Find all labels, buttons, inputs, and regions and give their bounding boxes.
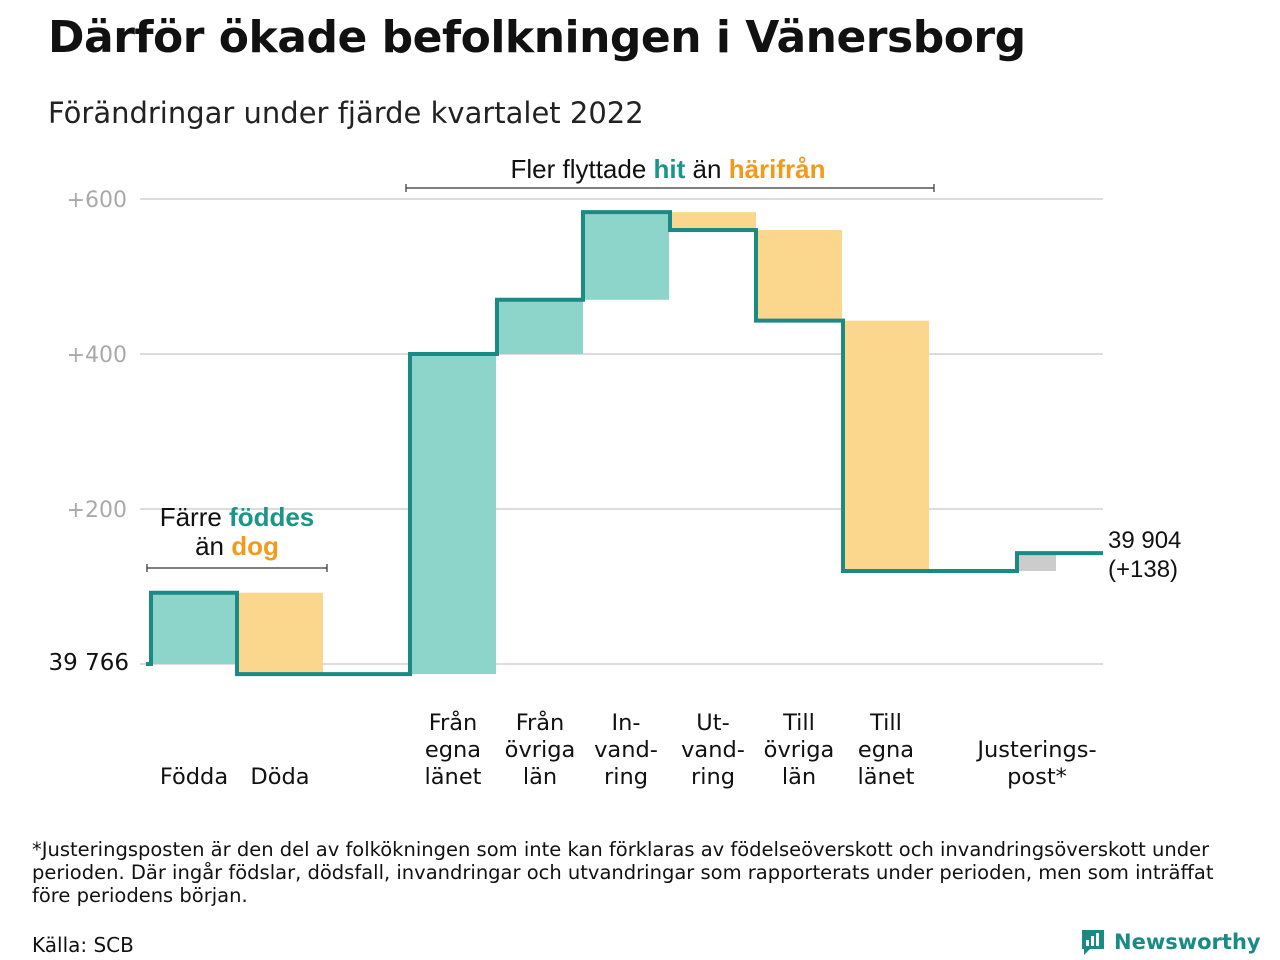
waterfall-chart: +200 +400 +600 39 766 39 904(+138) Födda Döda F… <box>49 154 1182 790</box>
annotation-span: dog <box>231 531 279 561</box>
category-label-line: post* <box>1007 764 1067 790</box>
bar <box>410 354 496 675</box>
category-label-line: Döda <box>250 764 309 790</box>
annotation-span: hit <box>654 154 686 184</box>
y-tick-label: +200 <box>67 498 127 523</box>
category-label-line: övriga <box>764 737 835 763</box>
category-label-line: vand- <box>594 737 658 763</box>
category-label-line: Ut- <box>696 710 729 736</box>
bar <box>237 592 323 675</box>
bar <box>583 212 669 300</box>
bar <box>497 299 583 354</box>
category-label: Justerings-post* <box>975 737 1096 790</box>
newsworthy-logo-icon <box>1082 930 1104 955</box>
annotation-span: än <box>195 531 231 561</box>
category-label-line: In- <box>611 710 640 736</box>
bar <box>843 320 929 571</box>
category-label-line: Från <box>429 708 478 736</box>
source-note: Källa: SCB <box>32 933 134 957</box>
annotation-span: härifrån <box>729 154 826 184</box>
y-tick-label: +600 <box>67 188 127 213</box>
annotation-span: än <box>685 154 728 184</box>
annotation-span: Färre <box>160 502 229 532</box>
logo-text: Newsworthy <box>1114 930 1261 954</box>
category-label-line: ring <box>604 764 648 790</box>
category-label: Ut-vand-ring <box>681 710 745 790</box>
page-subtitle: Förändringar under fjärde kvartalet 2022 <box>48 96 644 130</box>
category-label-line: egna <box>425 737 481 763</box>
category-label-line: län <box>782 764 816 790</box>
category-label-line: Till <box>782 710 815 736</box>
category-label-line: vand- <box>681 737 745 763</box>
category-label-line: län <box>523 764 557 790</box>
annotation-span: föddes <box>229 502 314 532</box>
end-value-label: 39 904 <box>1108 527 1181 554</box>
category-label: Döda <box>250 764 309 790</box>
end-change-label: (+138) <box>1108 556 1178 583</box>
category-label-line: ring <box>691 764 735 790</box>
bar <box>151 592 237 664</box>
category-label-line: Födda <box>160 764 228 790</box>
category-label: Födda <box>160 764 228 790</box>
category-label-line: Till <box>869 710 902 736</box>
annotation-births-line1: Färre föddes <box>160 502 315 532</box>
category-label-line: Justerings- <box>975 737 1096 763</box>
bar <box>756 230 842 321</box>
newsworthy-logo[interactable]: Newsworthy <box>1080 928 1261 956</box>
bar <box>670 212 756 230</box>
category-label-line: egna <box>858 737 914 763</box>
start-value-label: 39 766 <box>49 650 129 676</box>
category-label-line: Från <box>516 708 565 736</box>
category-label-line: länet <box>425 764 482 790</box>
annotation-migration: Fler flyttade hit än härifrån <box>510 154 825 184</box>
bar <box>1018 553 1056 571</box>
category-label-line: länet <box>858 764 915 790</box>
category-label-line: övriga <box>505 737 576 763</box>
category-label: In-vand-ring <box>594 710 658 790</box>
page-title: Därför ökade befolkningen i Vänersborg <box>48 12 1026 63</box>
total-line <box>146 210 1103 677</box>
y-tick-label: +400 <box>67 343 127 368</box>
annotation-births-line2: än dog <box>195 531 279 561</box>
footnote: *Justeringsposten är den del av folkökni… <box>32 838 1214 907</box>
annotation-span: Fler flyttade <box>510 154 653 184</box>
